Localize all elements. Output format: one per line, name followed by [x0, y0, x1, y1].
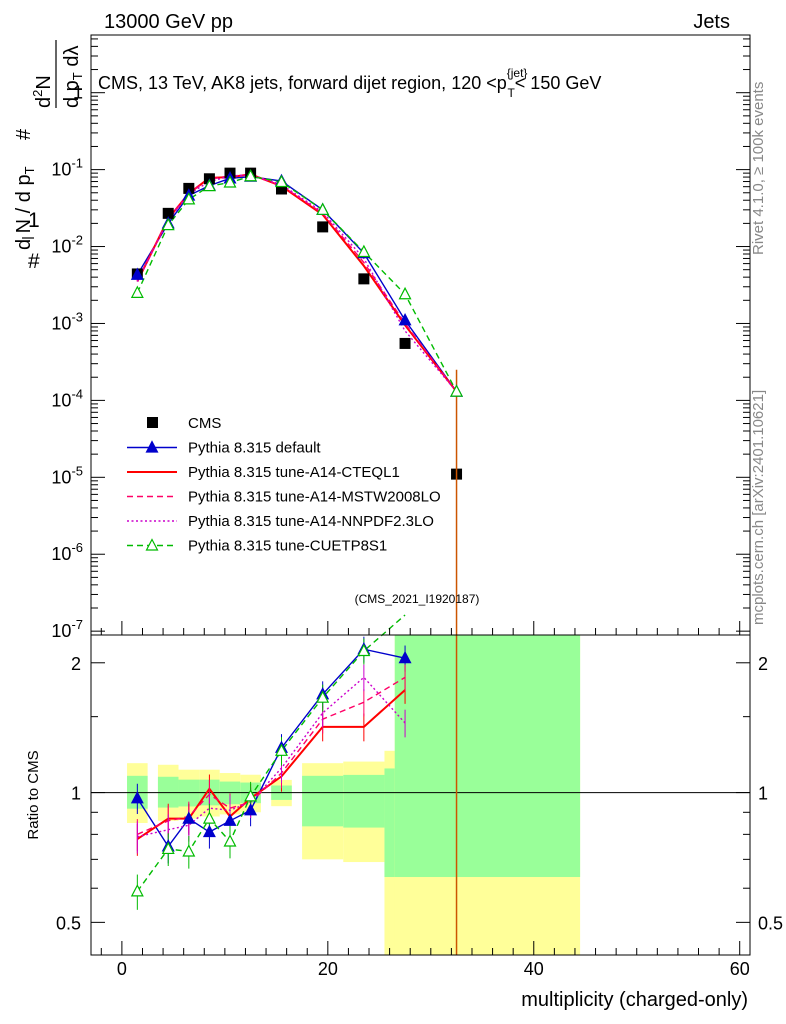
ratio-marker-4 — [223, 834, 237, 847]
ratio-marker-0 — [182, 811, 196, 824]
svg-text:d N / d pT: d N / d pT — [13, 166, 37, 250]
ratio-marker-4 — [244, 789, 258, 802]
band-green — [302, 775, 344, 827]
series-marker-4 — [130, 285, 144, 298]
series-marker-4 — [202, 178, 216, 192]
header-right: Jets — [693, 11, 730, 33]
ratio-marker-4 — [161, 841, 175, 855]
ratio-tick-label-right: 0.5 — [758, 913, 783, 933]
ratio-line-3 — [137, 676, 406, 838]
analysis-label: (CMS_2021_I1920187) — [355, 592, 480, 606]
band-green — [343, 774, 385, 828]
y-tick-label: 1 — [73, 83, 83, 103]
legend-label: Pythia 8.315 tune-A14-CTEQL1 — [188, 464, 400, 481]
series-marker-4 — [357, 244, 371, 258]
ratio-tick-label-right: 2 — [758, 654, 768, 674]
svg-text:#: # — [13, 128, 35, 140]
x-axis-label: multiplicity (charged-only) — [521, 989, 748, 1011]
ratio-tick-label-right: 1 — [758, 784, 768, 804]
svg-text:#: # — [28, 250, 40, 273]
series-marker-4 — [161, 217, 175, 231]
ratio-marker-0 — [223, 813, 237, 826]
y-axis-label-bottom: Ratio to CMS — [25, 750, 42, 839]
band-green — [456, 635, 581, 878]
series-marker-4 — [244, 168, 258, 182]
series-line-4 — [136, 175, 458, 392]
series-marker-4 — [223, 175, 237, 188]
y-tick-label: 10-2 — [51, 233, 83, 257]
cms-uncertainty-bands — [91, 635, 750, 955]
y-tick-label: 10-6 — [51, 540, 83, 564]
ratio-marker-0 — [202, 824, 216, 838]
mcplots-label: mcplots.cern.ch [arXiv:2401.10621] — [750, 390, 767, 625]
series-marker-4 — [398, 286, 412, 300]
ratio-marker-4 — [182, 844, 196, 857]
cms-point — [358, 273, 370, 285]
y-tick-label: 10-1 — [51, 156, 83, 180]
x-tick-label: 40 — [524, 959, 544, 979]
legend-label: Pythia 8.315 tune-A14-NNPDF2.3LO — [188, 513, 434, 530]
x-tick-label: 0 — [117, 959, 127, 979]
ratio-line-0 — [136, 648, 406, 848]
ratio-marker-4 — [130, 884, 144, 897]
y-axis-label-top: # 1 d N / d pT # d2N d pT dλ — [13, 40, 85, 273]
ratio-marker-4 — [275, 743, 288, 756]
y-tick-label: 10-5 — [51, 463, 83, 487]
ratio-marker-4 — [316, 690, 330, 703]
series-marker-4 — [275, 174, 288, 188]
series-line-1 — [136, 173, 458, 393]
y-tick-label: 10-4 — [51, 386, 83, 410]
svg-text:1: 1 — [28, 209, 40, 232]
ratio-line-2 — [137, 676, 406, 835]
y-tick-label: 10-3 — [51, 309, 83, 333]
legend-label: Pythia 8.315 tune-A14-MSTW2008LO — [188, 489, 441, 506]
series-marker-0 — [130, 267, 144, 280]
legend-cms-marker — [147, 417, 158, 428]
bottom-frame — [90, 634, 751, 956]
x-tick-label: 60 — [730, 959, 750, 979]
legend-label: Pythia 8.315 tune-CUETP8S1 — [188, 538, 387, 555]
ratio-marker-4 — [202, 811, 216, 824]
legend-label: Pythia 8.315 default — [188, 440, 321, 457]
series-marker-4 — [182, 192, 196, 205]
ratio-tick-label: 1 — [71, 784, 81, 804]
x-tick-label: 20 — [318, 959, 338, 979]
legend: CMS Pythia 8.315 default Pythia 8.315 tune… — [127, 415, 441, 555]
svg-text:d pT dλ: d pT dλ — [61, 46, 85, 108]
series-marker-4 — [450, 384, 464, 397]
ratio-tick-label: 2 — [71, 654, 81, 674]
series-marker-0 — [398, 312, 412, 326]
ratio-marker-0 — [130, 790, 144, 804]
data-markers — [130, 167, 464, 955]
series-line-3 — [136, 173, 458, 393]
cms-point — [399, 337, 411, 349]
ratio-marker-4 — [357, 643, 371, 657]
header-left: 13000 GeV pp — [104, 11, 233, 33]
svg-text:d2N: d2N — [30, 75, 55, 108]
ratio-marker-0 — [398, 650, 412, 664]
chart-title: CMS, 13 TeV, AK8 jets, forward dijet reg… — [98, 66, 601, 100]
cms-point — [162, 207, 174, 219]
ratio-marker-0 — [244, 802, 258, 816]
rivet-label: Rivet 4.1.0, ≥ 100k events — [750, 82, 767, 255]
legend-marker — [145, 440, 159, 453]
ratio-tick-label: 0.5 — [56, 913, 81, 933]
legend-marker — [145, 538, 159, 551]
cms-point — [317, 221, 329, 233]
y-tick-label: 10-7 — [51, 617, 83, 641]
series-line-2 — [136, 174, 458, 393]
legend-label: CMS — [188, 415, 221, 432]
ratio-line-4 — [136, 614, 406, 892]
cms-point — [275, 183, 287, 195]
series-marker-4 — [316, 202, 330, 215]
series-line-0 — [136, 175, 458, 393]
